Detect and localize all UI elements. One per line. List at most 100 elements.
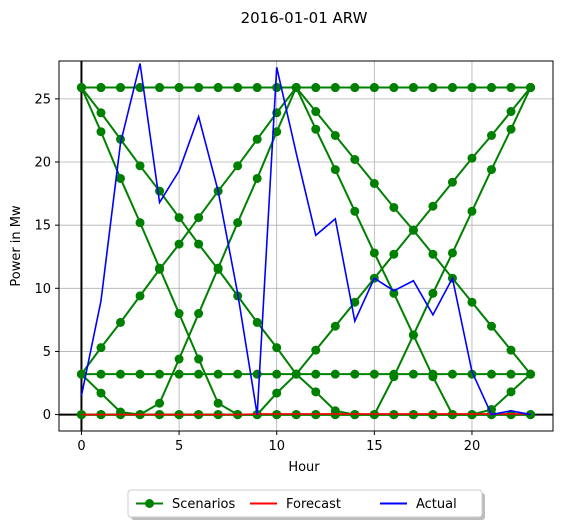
scenario-point (506, 369, 516, 379)
scenario-point (506, 124, 516, 134)
legend-label: Forecast (286, 497, 341, 512)
scenario-point (428, 201, 438, 211)
scenario-point (96, 127, 106, 137)
y-tick-label: 10 (34, 282, 51, 297)
legend-items: Scenarios Forecast Actual (136, 497, 457, 512)
scenario-point (389, 288, 399, 298)
scenario-point (311, 387, 321, 397)
scenario-point (311, 369, 321, 379)
scenario-point (311, 124, 321, 134)
scenario-point (155, 83, 165, 93)
scenario-point (467, 153, 477, 163)
scenario-point (291, 83, 301, 93)
scenario-point (174, 354, 184, 364)
y-tick-label: 25 (34, 92, 51, 107)
legend-box (127, 489, 483, 518)
x-tick-label: 10 (268, 439, 285, 454)
scenario-point (447, 83, 457, 93)
scenario-point (155, 263, 165, 273)
scenario-point (272, 369, 282, 379)
actual-line (80, 63, 531, 416)
series-layer (76, 63, 536, 420)
legend-entry: Scenarios (136, 497, 236, 512)
scenario-point (252, 83, 262, 93)
scenario-point (194, 239, 204, 249)
scenario-point (389, 83, 399, 93)
legend: Scenarios Forecast Actual (127, 489, 485, 520)
scenario-point (194, 83, 204, 93)
scenario-point (447, 248, 457, 258)
scenario-point (213, 263, 223, 273)
x-tick-label: 15 (366, 439, 383, 454)
scenario-point (506, 83, 516, 93)
scenario-point (486, 369, 496, 379)
scenario-point (428, 83, 438, 93)
scenario-point (408, 225, 418, 235)
scenario-point (350, 154, 360, 164)
scenario-point (311, 345, 321, 355)
scenario-point (350, 369, 360, 379)
legend-entry: Actual (380, 497, 457, 512)
scenario-point (330, 165, 340, 175)
scenario-point (389, 202, 399, 212)
scenario-point (311, 107, 321, 117)
scenario-point (330, 83, 340, 93)
scenario-point (155, 186, 165, 196)
scenario-point (272, 83, 282, 93)
scenario-point (272, 388, 282, 398)
legend-entry: Forecast (250, 497, 341, 512)
scenario-point (194, 369, 204, 379)
scenario-point (233, 218, 243, 228)
scenario-point (428, 372, 438, 382)
scenario-point (467, 297, 477, 307)
axes: 0 5 10 15 20 0 5 10 15 20 25 (34, 60, 554, 454)
scenario-point (174, 83, 184, 93)
scenario-point (272, 343, 282, 353)
scenario-point (116, 369, 126, 379)
scenario-point (233, 369, 243, 379)
scenario-point (526, 83, 536, 93)
scenario-point (135, 161, 145, 171)
scenario-point (252, 317, 262, 327)
scenario-point (330, 321, 340, 331)
scenario-point (330, 131, 340, 141)
scenario-point (116, 83, 126, 93)
scenario-point (135, 291, 145, 301)
scenario-point (116, 173, 126, 183)
scenario-point (213, 83, 223, 93)
y-axis-label: Power in Mw (9, 205, 24, 287)
scenario-point (174, 239, 184, 249)
scenario-point (135, 369, 145, 379)
scenario-point (506, 345, 516, 355)
scenario-point (96, 108, 106, 118)
y-tick-label: 5 (43, 345, 51, 360)
scenario-point (233, 161, 243, 171)
scenario-point (174, 369, 184, 379)
legend-label: Actual (416, 497, 457, 512)
scenario-point (486, 321, 496, 331)
scenario-point (213, 398, 223, 408)
legend-marker (145, 499, 154, 508)
scenario-point (447, 177, 457, 187)
y-tick-label: 20 (34, 156, 51, 171)
scenario-point (330, 369, 340, 379)
scenario-point (350, 206, 360, 216)
scenario-point (213, 369, 223, 379)
chart-title: 2016-01-01 ARW (241, 9, 368, 27)
scenario-point (174, 213, 184, 223)
y-tick-label: 15 (34, 219, 51, 234)
forecast-line (81, 413, 531, 416)
scenario-point (389, 249, 399, 259)
scenario-point (467, 206, 477, 216)
scenario-point (408, 83, 418, 93)
scenario-point (155, 398, 165, 408)
scenario-point (369, 178, 379, 188)
scenario-point (76, 369, 86, 379)
scenario-point (369, 369, 379, 379)
scenario-point (486, 405, 496, 415)
scenario-point (311, 83, 321, 93)
x-tick-label: 5 (175, 439, 183, 454)
scenario-point (194, 354, 204, 364)
scenario-point (467, 83, 477, 93)
